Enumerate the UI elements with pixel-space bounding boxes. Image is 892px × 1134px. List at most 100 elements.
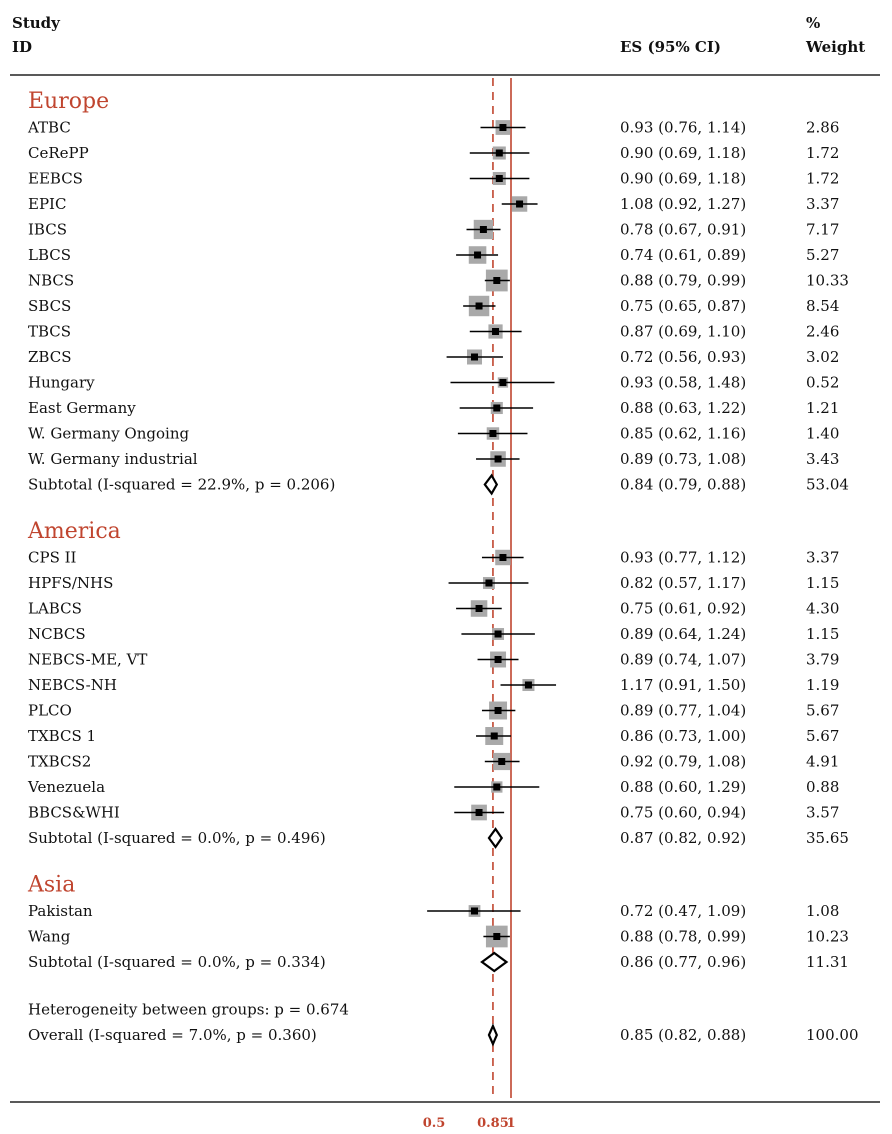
effect-size-ci: 0.84 (0.79, 0.88) bbox=[620, 476, 746, 494]
study-row-label: W. Germany Ongoing bbox=[28, 425, 189, 443]
effect-size-ci: 0.82 (0.57, 1.17) bbox=[620, 574, 746, 592]
weight-value: 5.27 bbox=[806, 246, 839, 264]
effect-size-ci: 0.88 (0.60, 1.29) bbox=[620, 778, 746, 796]
weight-value: 53.04 bbox=[806, 476, 849, 494]
study-row-label: ZBCS bbox=[28, 348, 71, 366]
weight-value: 3.02 bbox=[806, 348, 839, 366]
effect-size-ci: 0.85 (0.62, 1.16) bbox=[620, 425, 746, 443]
heterogeneity-note: Heterogeneity between groups: p = 0.674 bbox=[28, 1001, 349, 1019]
weight-value: 3.43 bbox=[806, 450, 839, 468]
weight-value: 1.15 bbox=[806, 574, 839, 592]
group-title: America bbox=[27, 519, 121, 544]
header: Study ID ES (95% CI) % Weight bbox=[12, 14, 865, 56]
effect-size-ci: 0.92 (0.79, 1.08) bbox=[620, 753, 746, 771]
effect-size-ci: 0.89 (0.73, 1.08) bbox=[620, 450, 746, 468]
weight-value: 2.46 bbox=[806, 323, 839, 341]
study-row-label: NEBCS-ME, VT bbox=[28, 651, 147, 669]
study-row-label: W. Germany industrial bbox=[28, 450, 198, 468]
point-estimate bbox=[499, 379, 507, 386]
weight-value: 35.65 bbox=[806, 829, 849, 847]
point-estimate bbox=[471, 353, 479, 361]
point-estimate bbox=[475, 605, 483, 612]
weight-value: 3.37 bbox=[806, 549, 839, 567]
study-row-label: HPFS/NHS bbox=[28, 574, 113, 592]
point-estimate bbox=[495, 149, 503, 157]
study-row-label: EPIC bbox=[28, 195, 66, 213]
effect-size-ci: 0.75 (0.60, 0.94) bbox=[620, 804, 746, 822]
study-row-label: Wang bbox=[28, 928, 71, 946]
subtotal-diamond bbox=[483, 473, 499, 496]
effect-size-ci: 0.86 (0.77, 0.96) bbox=[620, 953, 746, 971]
point-estimate bbox=[471, 907, 479, 915]
point-estimate bbox=[493, 933, 501, 940]
effect-size-ci: 1.08 (0.92, 1.27) bbox=[620, 195, 746, 213]
weight-value: 2.86 bbox=[806, 119, 839, 137]
study-row-label: BBCS&WHI bbox=[28, 804, 120, 822]
effect-size-ci: 0.88 (0.63, 1.22) bbox=[620, 399, 746, 417]
weight-value: 1.72 bbox=[806, 144, 839, 162]
point-estimate bbox=[498, 758, 506, 765]
study-row-label: LABCS bbox=[28, 600, 82, 618]
x-tick-label: 1 bbox=[506, 1116, 515, 1131]
effect-size-ci: 0.72 (0.47, 1.09) bbox=[620, 902, 746, 920]
point-estimate bbox=[492, 328, 500, 335]
effect-size-ci: 0.75 (0.61, 0.92) bbox=[620, 600, 746, 618]
effect-size-ci: 1.17 (0.91, 1.50) bbox=[620, 676, 746, 694]
weight-value: 4.30 bbox=[806, 600, 839, 618]
weight-value: 10.33 bbox=[806, 272, 849, 290]
weight-value: 0.52 bbox=[806, 374, 839, 392]
effect-size-ci: 0.87 (0.82, 0.92) bbox=[620, 829, 746, 847]
subtotal-label: Subtotal (I-squared = 0.0%, p = 0.496) bbox=[28, 829, 326, 847]
point-estimate bbox=[494, 656, 502, 663]
weight-value: 100.00 bbox=[806, 1026, 859, 1044]
study-row-label: TXBCS 1 bbox=[28, 727, 96, 745]
study-row-label: IBCS bbox=[28, 221, 67, 239]
weight-value: 8.54 bbox=[806, 297, 839, 315]
effect-size-ci: 0.90 (0.69, 1.18) bbox=[620, 170, 746, 188]
effect-size-ci: 0.89 (0.77, 1.04) bbox=[620, 702, 746, 720]
effect-size-ci: 0.87 (0.69, 1.10) bbox=[620, 323, 746, 341]
study-row-label: TBCS bbox=[28, 323, 71, 341]
study-row-label: NEBCS-NH bbox=[28, 676, 117, 694]
point-estimate bbox=[475, 809, 483, 816]
header-weight: Weight bbox=[805, 38, 865, 56]
point-estimate bbox=[485, 579, 493, 587]
subtotal-label: Subtotal (I-squared = 0.0%, p = 0.334) bbox=[28, 953, 326, 971]
header-id: ID bbox=[12, 38, 32, 56]
point-estimate bbox=[495, 175, 503, 182]
point-estimate bbox=[489, 430, 497, 437]
study-row-label: NCBCS bbox=[28, 625, 86, 643]
point-estimate bbox=[474, 251, 482, 259]
study-row-label: LBCS bbox=[28, 246, 71, 264]
weight-value: 4.91 bbox=[806, 753, 839, 771]
weight-value: 3.79 bbox=[806, 651, 839, 669]
point-estimate bbox=[494, 455, 502, 463]
x-tick-label: 0.5 bbox=[423, 1116, 446, 1131]
point-estimate bbox=[494, 707, 502, 714]
point-estimate bbox=[499, 124, 507, 131]
weight-value: 1.21 bbox=[806, 399, 839, 417]
effect-size-ci: 0.93 (0.77, 1.12) bbox=[620, 549, 746, 567]
study-row-label: ATBC bbox=[27, 119, 71, 137]
weight-value: 1.72 bbox=[806, 170, 839, 188]
header-weight-symbol: % bbox=[806, 14, 820, 32]
weight-value: 3.37 bbox=[806, 195, 839, 213]
effect-size-ci: 0.74 (0.61, 0.89) bbox=[620, 246, 746, 264]
weight-value: 1.19 bbox=[806, 676, 839, 694]
weight-value: 1.08 bbox=[806, 902, 839, 920]
study-row-label: CeRePP bbox=[28, 144, 89, 162]
study-row-label: NBCS bbox=[28, 272, 74, 290]
subtotal-label: Subtotal (I-squared = 22.9%, p = 0.206) bbox=[28, 476, 335, 494]
point-estimate bbox=[490, 732, 498, 740]
effect-size-ci: 0.78 (0.67, 0.91) bbox=[620, 221, 746, 239]
effect-size-ci: 0.89 (0.74, 1.07) bbox=[620, 651, 746, 669]
point-estimate bbox=[524, 681, 532, 689]
overall-diamond bbox=[487, 1023, 498, 1047]
header-es: ES (95% CI) bbox=[620, 38, 721, 56]
weight-value: 3.57 bbox=[806, 804, 839, 822]
subtotal-diamond bbox=[487, 827, 504, 849]
study-row-label: East Germany bbox=[28, 399, 136, 417]
effect-size-ci: 0.75 (0.65, 0.87) bbox=[620, 297, 746, 315]
study-row-label: Venezuela bbox=[27, 778, 105, 796]
